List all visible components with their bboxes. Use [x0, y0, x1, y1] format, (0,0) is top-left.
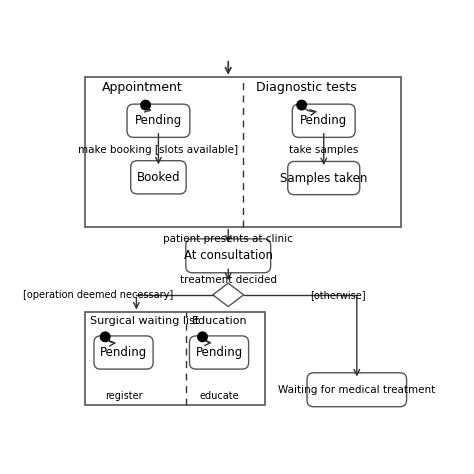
Circle shape: [100, 332, 110, 342]
Circle shape: [198, 332, 207, 342]
FancyBboxPatch shape: [190, 336, 249, 369]
Text: Education: Education: [191, 316, 247, 326]
Text: treatment decided: treatment decided: [180, 275, 277, 285]
FancyBboxPatch shape: [288, 162, 360, 195]
FancyBboxPatch shape: [186, 239, 271, 273]
Text: Appointment: Appointment: [101, 82, 182, 94]
Text: [otherwise]: [otherwise]: [310, 290, 366, 300]
Text: Waiting for medical treatment: Waiting for medical treatment: [278, 385, 436, 395]
FancyBboxPatch shape: [292, 104, 355, 137]
Text: [operation deemed necessary]: [operation deemed necessary]: [23, 290, 173, 300]
Polygon shape: [213, 283, 244, 307]
FancyBboxPatch shape: [307, 373, 407, 407]
Text: Samples taken: Samples taken: [280, 172, 367, 184]
Text: Pending: Pending: [100, 346, 147, 359]
Text: register: register: [105, 391, 142, 401]
Text: educate: educate: [199, 391, 239, 401]
Text: make booking [slots available]: make booking [slots available]: [78, 145, 238, 155]
Text: Surgical waiting list: Surgical waiting list: [91, 316, 200, 326]
Text: Pending: Pending: [195, 346, 243, 359]
Text: Pending: Pending: [300, 114, 347, 127]
FancyBboxPatch shape: [127, 104, 190, 137]
Text: Pending: Pending: [135, 114, 182, 127]
FancyBboxPatch shape: [131, 161, 186, 194]
Text: take samples: take samples: [289, 145, 358, 155]
Circle shape: [141, 100, 150, 110]
Bar: [85, 312, 265, 405]
Bar: [85, 77, 401, 227]
Circle shape: [297, 100, 307, 110]
FancyBboxPatch shape: [94, 336, 153, 369]
Text: Booked: Booked: [137, 171, 180, 184]
Text: At consultation: At consultation: [184, 249, 273, 262]
Text: Diagnostic tests: Diagnostic tests: [256, 82, 356, 94]
Text: patient presents at clinic: patient presents at clinic: [164, 234, 293, 244]
